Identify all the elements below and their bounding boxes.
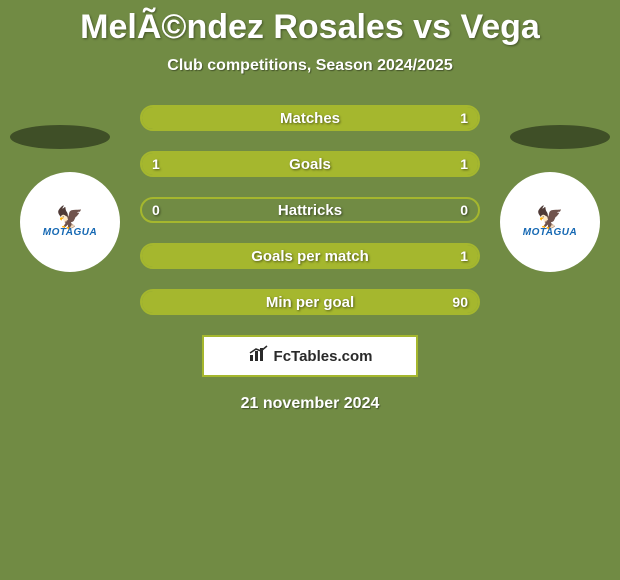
stat-row: 1 1 Goals	[140, 151, 480, 177]
stat-value-right: 1	[460, 156, 468, 172]
stat-value-right: 1	[460, 248, 468, 264]
stat-row: 1 Matches	[140, 105, 480, 131]
stat-row: 0 0 Hattricks	[140, 197, 480, 223]
stat-label: Hattricks	[278, 202, 342, 219]
stat-value-right: 0	[460, 202, 468, 218]
subtitle: Club competitions, Season 2024/2025	[0, 57, 620, 75]
date-text: 21 november 2024	[0, 395, 620, 413]
stats-container: 1 Matches 1 1 Goals 0 0 Hattricks 1 Goals per mat…	[0, 105, 620, 315]
source-box: FcTables.com	[202, 335, 418, 377]
source-text: FcTables.com	[274, 348, 373, 365]
stat-label: Matches	[280, 110, 340, 127]
chart-icon	[248, 345, 270, 368]
stat-label: Goals per match	[251, 248, 369, 265]
stat-row: 1 Goals per match	[140, 243, 480, 269]
stat-value-right: 1	[460, 110, 468, 126]
stat-label: Min per goal	[266, 294, 354, 311]
comparison-card: MelÃ©ndez Rosales vs Vega Club competiti…	[0, 0, 620, 580]
stat-value-right: 90	[452, 294, 468, 310]
stat-label: Goals	[289, 156, 331, 173]
stat-row: 90 Min per goal	[140, 289, 480, 315]
page-title: MelÃ©ndez Rosales vs Vega	[0, 0, 620, 47]
stat-value-left: 0	[152, 202, 160, 218]
stat-value-left: 1	[152, 156, 160, 172]
